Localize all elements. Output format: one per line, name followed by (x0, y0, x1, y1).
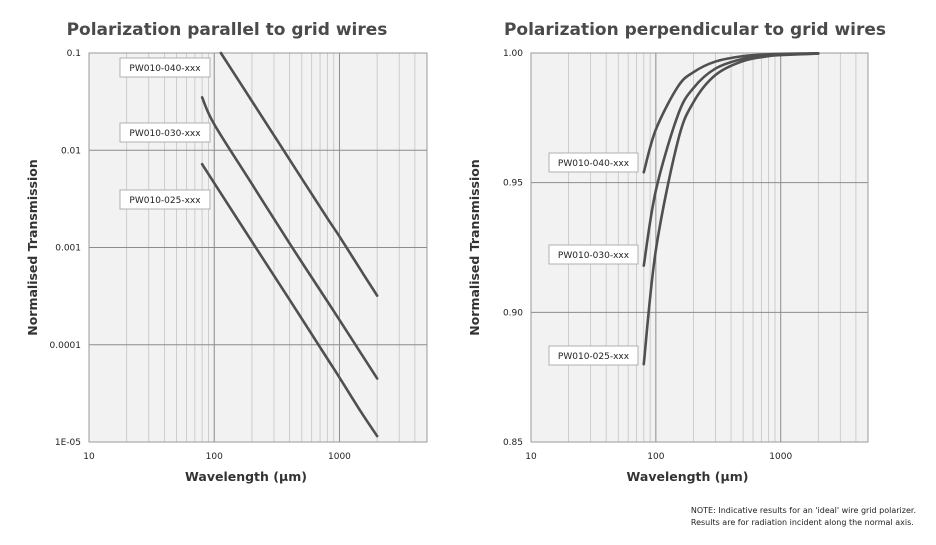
x-tick-label: 100 (647, 452, 664, 462)
x-tick-label: 1000 (769, 452, 792, 462)
note-line-1: NOTE: Indicative results for an 'ideal' … (690, 506, 916, 515)
series-label-text: PW010-025-xxx (558, 352, 630, 362)
series-label-box (119, 189, 211, 210)
series-label-box (548, 345, 639, 366)
y-tick-label: 0.90 (503, 308, 523, 318)
y-tick-label: 0.95 (503, 179, 523, 189)
series-label-PW010-030-xxx: PW010-030-xxx (548, 244, 639, 265)
y-axis-title: Normalised Transmission (467, 159, 482, 336)
series-line-PW010-040-xxx (219, 51, 379, 297)
series-label-box (548, 244, 639, 265)
y-tick-label: 1E-05 (55, 438, 81, 448)
series-line-PW010-025-xxx (642, 52, 820, 366)
y-axis-title: Normalised Transmission (25, 159, 40, 336)
x-tick-label: 1000 (328, 452, 351, 462)
series-label-text: PW010-030-xxx (129, 129, 201, 139)
note-line-2: Results are for radiation incident along… (690, 518, 914, 527)
series-label-text: PW010-025-xxx (129, 196, 201, 206)
x-axis-title: Wavelength (µm) (627, 469, 749, 484)
x-tick-label: 100 (206, 452, 223, 462)
x-tick-label: 10 (83, 452, 95, 462)
series-label-PW010-025-xxx: PW010-025-xxx (119, 189, 211, 210)
x-tick-label: 10 (525, 452, 537, 462)
series-label-PW010-040-xxx: PW010-040-xxx (119, 57, 211, 78)
series-label-text: PW010-040-xxx (558, 159, 630, 169)
y-tick-label: 0.01 (61, 146, 81, 156)
series-label-text: PW010-030-xxx (558, 251, 630, 261)
note: NOTE: Indicative results for an 'ideal' … (691, 505, 916, 529)
series-label-PW010-040-xxx: PW010-040-xxx (548, 152, 639, 173)
plot-border (530, 52, 869, 443)
series-line-PW010-025-xxx (200, 162, 379, 438)
y-tick-label: 0.001 (55, 244, 81, 254)
y-tick-label: 0.1 (67, 49, 81, 59)
series-line-PW010-030-xxx (200, 96, 379, 380)
series-label-text: PW010-040-xxx (129, 64, 201, 74)
y-tick-label: 1.00 (503, 49, 523, 59)
series-label-box (548, 152, 639, 173)
series-label-box (119, 122, 211, 143)
plot-border (88, 52, 428, 443)
chart-title: Polarization parallel to grid wires (67, 20, 388, 40)
series-label-box (119, 57, 211, 78)
series-label-PW010-025-xxx: PW010-025-xxx (548, 345, 639, 366)
chart-title: Polarization perpendicular to grid wires (504, 20, 886, 40)
series-label-PW010-030-xxx: PW010-030-xxx (119, 122, 211, 143)
x-axis-title: Wavelength (µm) (185, 469, 307, 484)
y-tick-label: 0.85 (503, 438, 523, 448)
y-tick-label: 0.0001 (50, 341, 82, 351)
